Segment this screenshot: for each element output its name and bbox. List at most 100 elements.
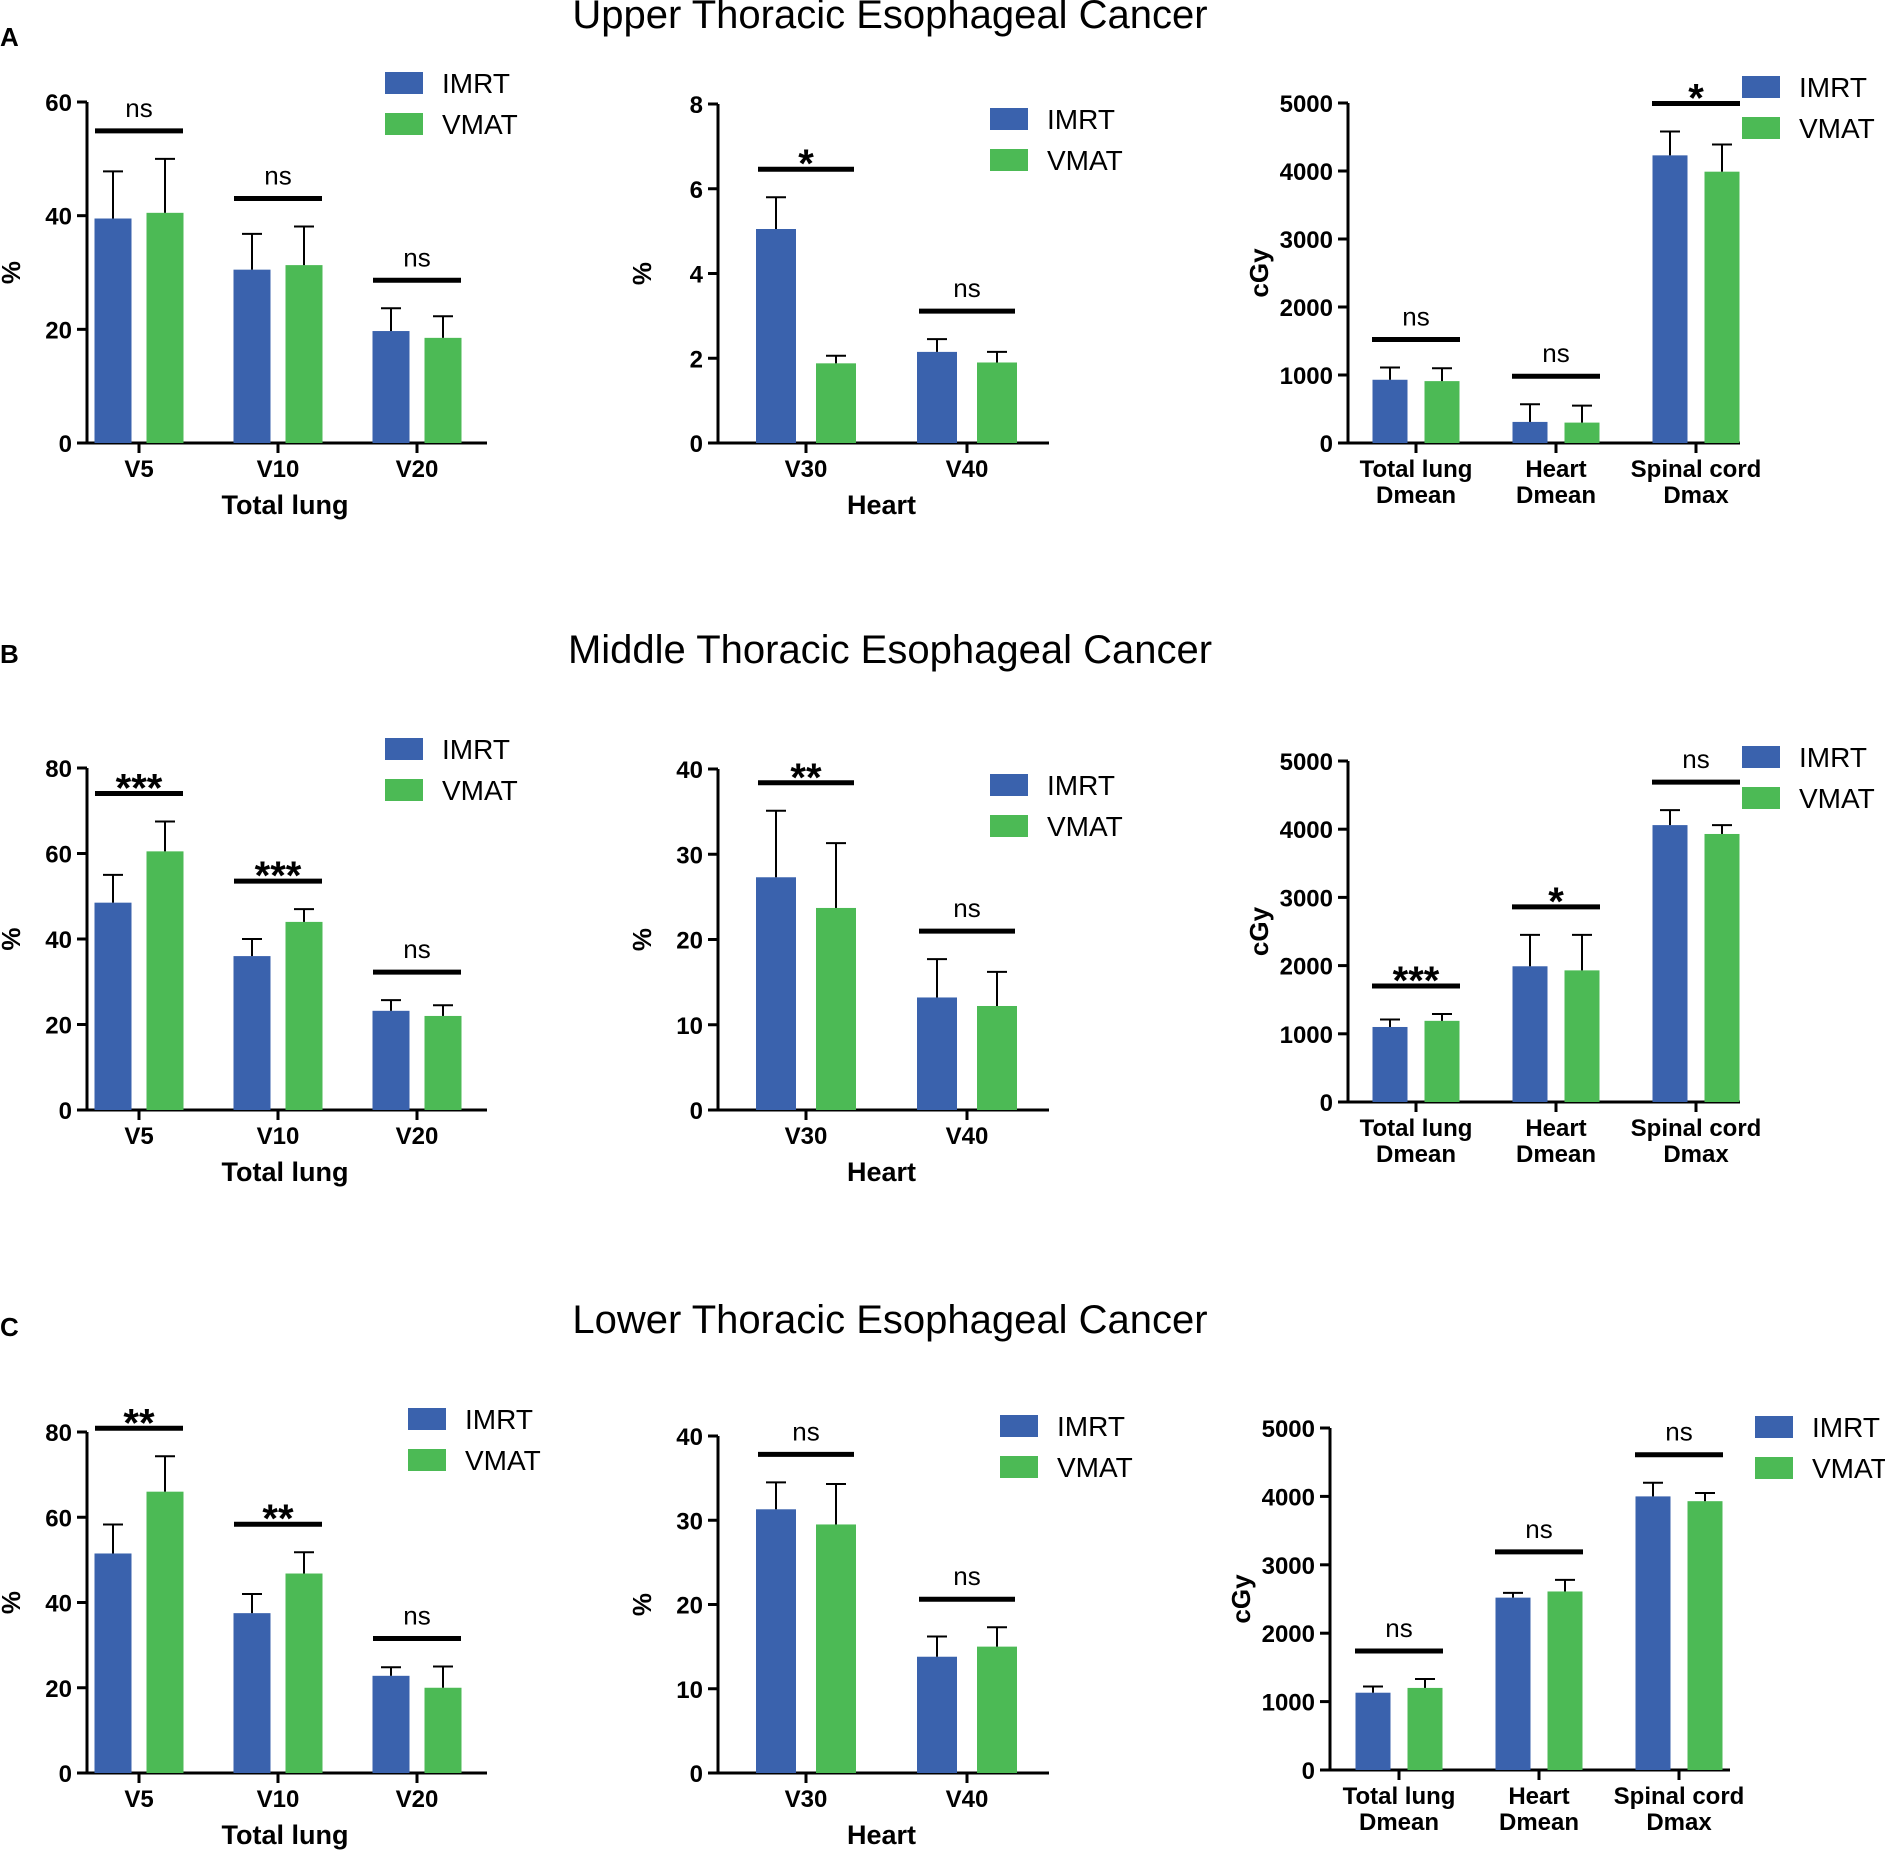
chart-5-y-label: cGy xyxy=(1244,906,1274,956)
chart-4-y-tick-label: 10 xyxy=(676,1013,703,1040)
chart-0-bar-vmat xyxy=(285,265,323,443)
chart-4-significance-label: ns xyxy=(953,893,980,923)
chart-6-y-tick-label: 40 xyxy=(45,1591,72,1618)
chart-7-legend-swatch-vmat xyxy=(1000,1456,1038,1478)
chart-2-bar-imrt xyxy=(1512,421,1548,443)
chart-7-bar-vmat xyxy=(977,1646,1017,1773)
chart-7-y-label: % xyxy=(627,1593,657,1616)
chart-2-y-tick-label: 4000 xyxy=(1280,159,1333,186)
chart-2-y-tick-label: 1000 xyxy=(1280,363,1333,390)
chart-2-category-label: Dmax xyxy=(1663,482,1729,509)
chart-2-legend-label-imrt: IMRT xyxy=(1799,72,1867,103)
chart-6-bar-vmat xyxy=(285,1573,323,1773)
chart-8-bar-vmat xyxy=(1687,1501,1723,1770)
chart-3-legend-label-vmat: VMAT xyxy=(442,775,518,806)
chart-2-legend-label-vmat: VMAT xyxy=(1799,113,1875,144)
chart-4-y-tick-label: 30 xyxy=(676,842,703,869)
chart-0-bar-vmat xyxy=(146,212,184,443)
chart-6-y-tick-label: 20 xyxy=(45,1676,72,1703)
chart-8-y-label: cGy xyxy=(1226,1574,1256,1624)
chart-4-legend-label-imrt: IMRT xyxy=(1047,770,1115,801)
chart-5-legend-label-imrt: IMRT xyxy=(1799,742,1867,773)
chart-8-bar-vmat xyxy=(1547,1591,1583,1770)
chart-7-significance-label: ns xyxy=(953,1561,980,1591)
chart-4-significance-label: ** xyxy=(790,756,822,800)
chart-1-y-label: % xyxy=(627,262,657,285)
chart-2-y-label: cGy xyxy=(1244,248,1274,298)
row-title-b: Middle Thoracic Esophageal Cancer xyxy=(568,628,1212,672)
chart-5-bar-imrt xyxy=(1652,825,1688,1102)
chart-5-category-label: Heart xyxy=(1525,1115,1586,1142)
chart-5-y-tick-label: 1000 xyxy=(1280,1022,1333,1049)
chart-6-category-label: V10 xyxy=(257,1786,300,1813)
chart-6-significance-label: ns xyxy=(403,1600,430,1630)
chart-3-y-label: % xyxy=(0,927,26,950)
chart-3-y-tick-label: 80 xyxy=(45,756,72,783)
chart-7-bar-imrt xyxy=(917,1656,957,1773)
chart-5-significance-label: * xyxy=(1548,880,1564,924)
chart-7-legend-label-imrt: IMRT xyxy=(1057,1411,1125,1442)
chart-4-legend-label-vmat: VMAT xyxy=(1047,811,1123,842)
chart-4-category-label: V30 xyxy=(785,1123,828,1150)
chart-6-y-tick-label: 80 xyxy=(45,1420,72,1447)
chart-5-y-tick-label: 0 xyxy=(1320,1090,1333,1117)
chart-0-significance-label: ns xyxy=(264,160,291,190)
chart-8-bar-imrt xyxy=(1355,1692,1391,1770)
chart-1-y-tick-label: 0 xyxy=(690,431,703,458)
chart-2-y-tick-label: 2000 xyxy=(1280,295,1333,322)
chart-8-significance-label: ns xyxy=(1385,1613,1412,1643)
chart-1-category-label: V30 xyxy=(785,456,828,483)
chart-3-category-label: V5 xyxy=(124,1123,153,1150)
chart-2-bar-imrt xyxy=(1372,379,1408,443)
chart-1-category-label: V40 xyxy=(946,456,989,483)
chart-2-category-label: Total lung xyxy=(1360,456,1473,483)
chart-8-category-label: Total lung xyxy=(1343,1783,1456,1810)
chart-0-y-tick-label: 60 xyxy=(45,90,72,117)
chart-8-category-label: Dmean xyxy=(1359,1809,1439,1836)
chart-5-y-tick-label: 5000 xyxy=(1280,749,1333,776)
chart-0-bar-imrt xyxy=(233,269,271,443)
chart-1-y-tick-label: 8 xyxy=(690,92,703,119)
chart-3-category-label: V20 xyxy=(396,1123,439,1150)
chart-2-category-label: Heart xyxy=(1525,456,1586,483)
chart-1-bar-vmat xyxy=(816,363,856,443)
chart-6-y-tick-label: 60 xyxy=(45,1505,72,1532)
chart-2-significance-label: ns xyxy=(1542,338,1569,368)
chart-7-category-label: V30 xyxy=(785,1786,828,1813)
chart-2-bar-vmat xyxy=(1424,381,1460,443)
chart-5-bar-vmat xyxy=(1564,970,1600,1102)
chart-8-legend-label-imrt: IMRT xyxy=(1812,1412,1880,1443)
chart-5-significance-label: ns xyxy=(1682,744,1709,774)
chart-2-significance-label: * xyxy=(1688,77,1704,121)
chart-1-y-tick-label: 4 xyxy=(690,262,704,289)
chart-8-y-tick-label: 4000 xyxy=(1262,1484,1315,1511)
chart-4-category-label: V40 xyxy=(946,1123,989,1150)
chart-1-significance-label: * xyxy=(798,142,814,186)
chart-8-legend-swatch-vmat xyxy=(1755,1457,1793,1479)
chart-8-category-label: Spinal cord xyxy=(1614,1783,1745,1810)
chart-3-legend-swatch-vmat xyxy=(385,779,423,801)
chart-4-bar-imrt xyxy=(756,877,796,1110)
chart-0-significance-label: ns xyxy=(403,242,430,272)
chart-2-category-label: Spinal cord xyxy=(1631,456,1762,483)
chart-3-y-tick-label: 60 xyxy=(45,842,72,869)
chart-4-y-tick-label: 20 xyxy=(676,928,703,955)
chart-5-category-label: Dmean xyxy=(1516,1141,1596,1168)
chart-0-y-tick-label: 0 xyxy=(59,431,72,458)
chart-2-category-label: Dmean xyxy=(1516,482,1596,509)
chart-1-significance-label: ns xyxy=(953,273,980,303)
chart-8-y-tick-label: 3000 xyxy=(1262,1553,1315,1580)
chart-0-legend-swatch-vmat xyxy=(385,113,423,135)
chart-1-bar-vmat xyxy=(977,362,1017,443)
chart-6-legend-swatch-vmat xyxy=(408,1449,446,1471)
chart-3-bar-vmat xyxy=(146,851,184,1110)
chart-1-legend-label-imrt: IMRT xyxy=(1047,104,1115,135)
chart-3-significance-label: ns xyxy=(403,934,430,964)
chart-7-y-tick-label: 40 xyxy=(676,1424,703,1451)
chart-4-legend-swatch-vmat xyxy=(990,815,1028,837)
chart-7-legend-label-vmat: VMAT xyxy=(1057,1452,1133,1483)
chart-5-category-label: Dmax xyxy=(1663,1141,1729,1168)
chart-0-significance-label: ns xyxy=(125,93,152,123)
chart-4-bar-imrt xyxy=(917,997,957,1110)
